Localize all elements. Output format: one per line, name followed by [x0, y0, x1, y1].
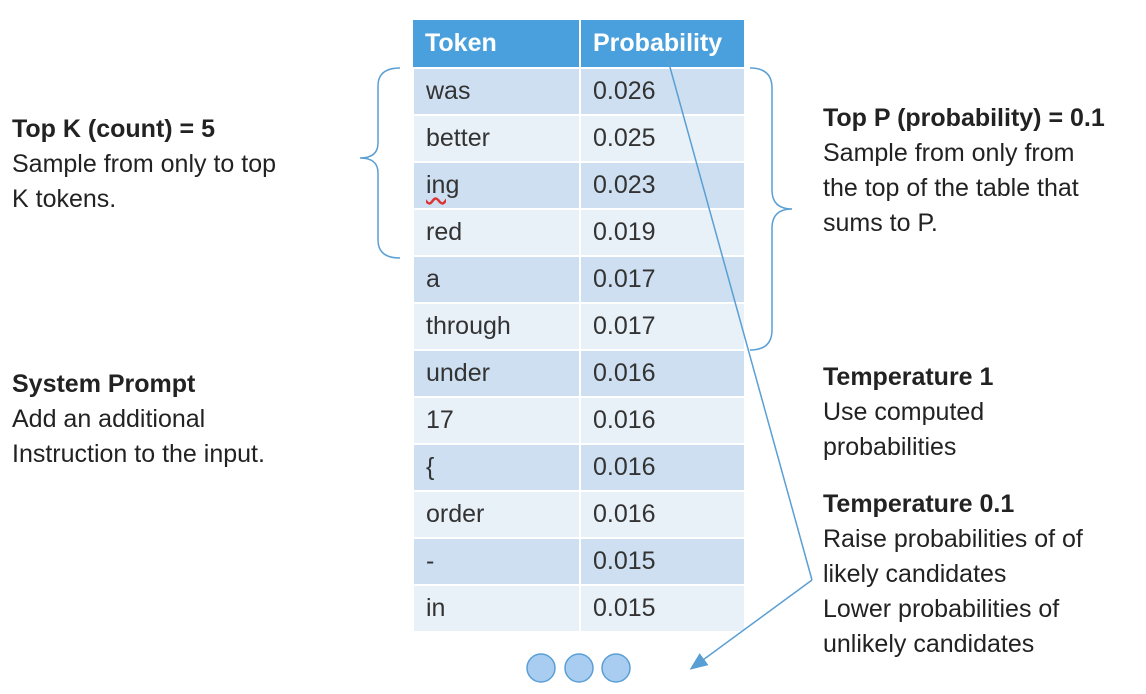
token-probability-table: Token Probability was 0.026 better 0.025… [412, 20, 746, 633]
token-cell: order [412, 490, 581, 539]
token-cell: better [412, 114, 581, 163]
top-k-note: Top K (count) = 5 Sample from only to to… [12, 112, 276, 217]
probability-cell: 0.017 [579, 302, 746, 351]
temperature-1-heading: Temperature 1 [823, 363, 994, 391]
top-k-brace [359, 67, 401, 259]
token-cell: under [412, 349, 581, 398]
table-row: under 0.016 [412, 349, 746, 398]
table-row: better 0.025 [412, 114, 746, 163]
probability-cell: 0.019 [579, 208, 746, 257]
table-header-row: Token Probability [413, 20, 746, 69]
table-row: in 0.015 [412, 584, 746, 633]
ellipsis-dot-3 [601, 653, 631, 683]
temperature-0-1-line-2: likely candidates [823, 560, 1007, 588]
probability-cell: 0.015 [579, 537, 746, 586]
temperature-0-1-note: Temperature 0.1 Raise probabilities of o… [823, 487, 1083, 662]
probability-cell: 0.016 [579, 396, 746, 445]
token-cell: was [412, 67, 581, 116]
probability-cell: 0.025 [579, 114, 746, 163]
temperature-1-note: Temperature 1 Use computed probabilities [823, 360, 993, 465]
temperature-0-1-line-3: Lower probabilities of [823, 595, 1060, 623]
spellcheck-token: ing [426, 171, 460, 199]
token-cell: through [412, 302, 581, 351]
system-prompt-note: System Prompt Add an additional Instruct… [12, 367, 265, 472]
ellipsis-dot-1 [526, 653, 556, 683]
top-p-brace [749, 67, 793, 351]
temperature-1-line-2: probabilities [823, 433, 957, 461]
table-row: a 0.017 [412, 255, 746, 304]
top-k-heading: Top K (count) = 5 [12, 115, 215, 143]
system-prompt-line-1: Add an additional [12, 405, 206, 433]
table-row: 17 0.016 [412, 396, 746, 445]
temperature-0-1-line-4: unlikely candidates [823, 630, 1035, 658]
token-cell: - [412, 537, 581, 586]
token-cell: a [412, 255, 581, 304]
probability-cell: 0.023 [579, 161, 746, 210]
probability-cell: 0.026 [579, 67, 746, 116]
table-row: order 0.016 [412, 490, 746, 539]
top-k-line-1: Sample from only to top [12, 150, 277, 178]
connector-line [667, 59, 813, 581]
temperature-0-1-line-1: Raise probabilities of of [823, 525, 1083, 553]
table-row: through 0.017 [412, 302, 746, 351]
token-cell: red [412, 208, 581, 257]
connector-arrow [689, 579, 813, 670]
token-column-header: Token [413, 20, 581, 69]
table-row: ing 0.023 [412, 161, 746, 210]
probability-cell: 0.016 [579, 349, 746, 398]
token-cell: { [412, 443, 581, 492]
system-prompt-line-2: Instruction to the input. [12, 440, 265, 468]
probability-column-header: Probability [580, 20, 746, 69]
table-row: - 0.015 [412, 537, 746, 586]
table-row: was 0.026 [412, 67, 746, 116]
top-p-line-1: Sample from only from [823, 139, 1075, 167]
table-row: { 0.016 [412, 443, 746, 492]
probability-cell: 0.015 [579, 584, 746, 633]
system-prompt-heading: System Prompt [12, 370, 196, 398]
top-p-heading: Top P (probability) = 0.1 [823, 104, 1105, 132]
token-cell: in [412, 584, 581, 633]
top-p-line-2: the top of the table that [823, 174, 1079, 202]
probability-cell: 0.017 [579, 255, 746, 304]
token-cell: ing [412, 161, 581, 210]
ellipsis-dot-2 [564, 653, 594, 683]
probability-cell: 0.016 [579, 490, 746, 539]
top-p-line-3: sums to P. [823, 209, 938, 237]
top-k-line-2: K tokens. [12, 185, 117, 213]
temperature-0-1-heading: Temperature 0.1 [823, 490, 1015, 518]
top-p-note: Top P (probability) = 0.1 Sample from on… [823, 101, 1105, 241]
temperature-1-line-1: Use computed [823, 398, 985, 426]
token-cell: 17 [412, 396, 581, 445]
table-row: red 0.019 [412, 208, 746, 257]
probability-cell: 0.016 [579, 443, 746, 492]
